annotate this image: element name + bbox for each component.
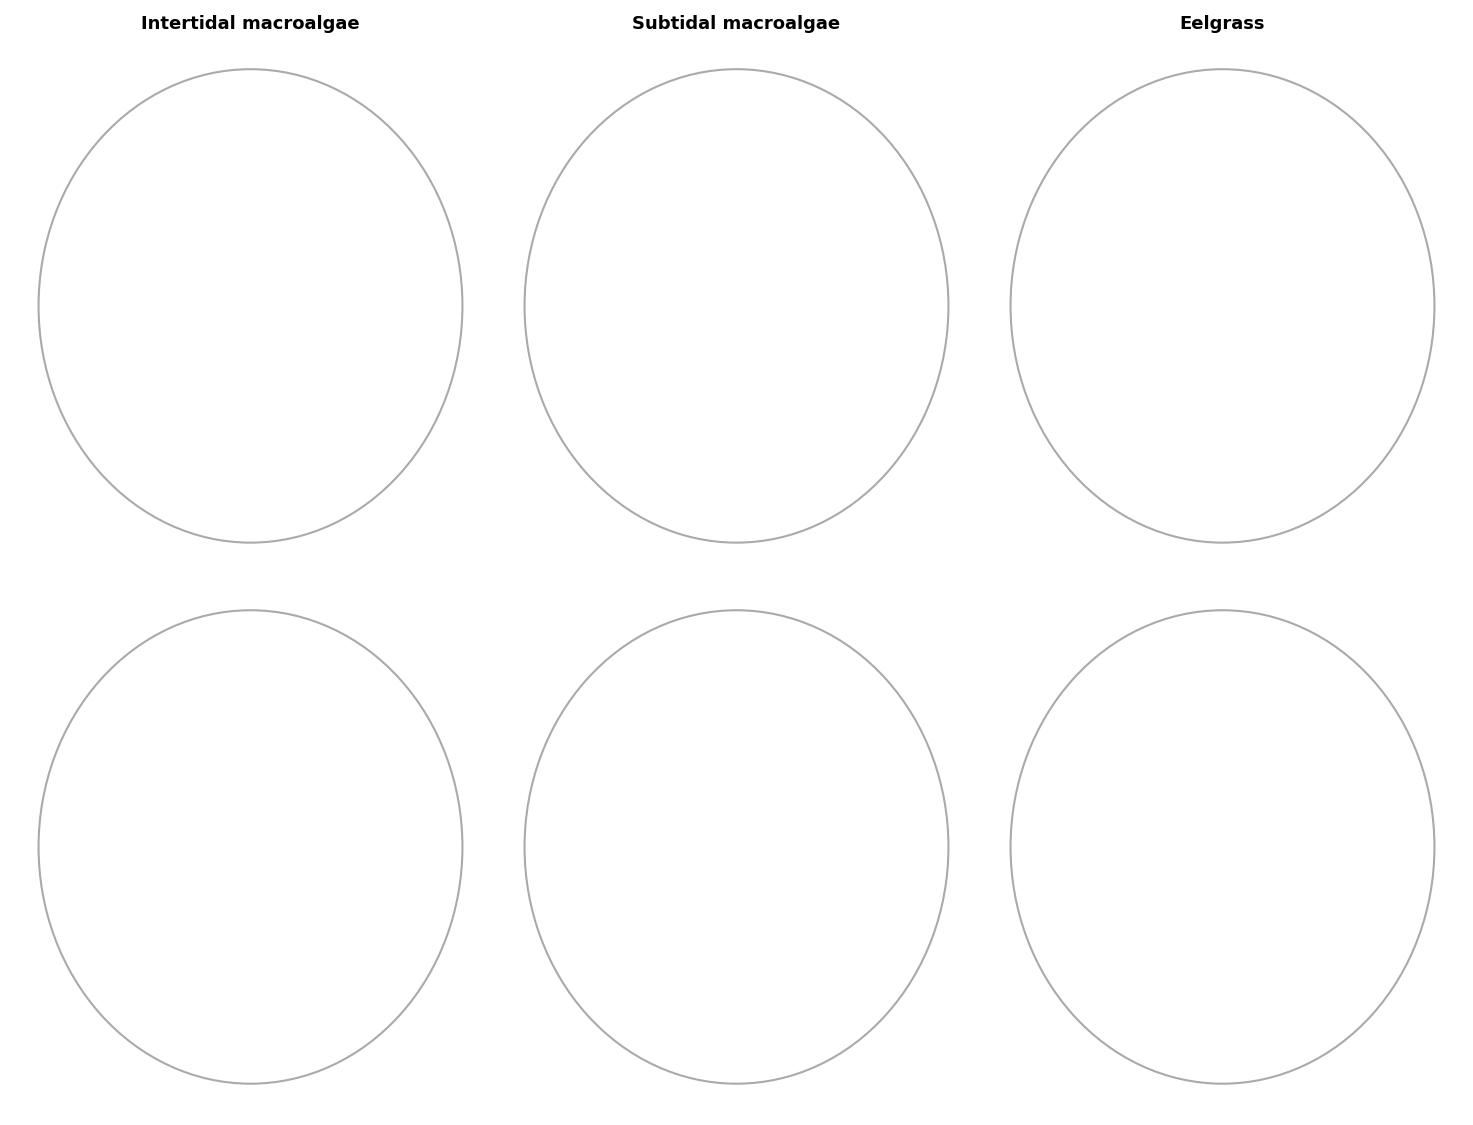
Title: Subtidal macroalgae: Subtidal macroalgae — [632, 15, 841, 33]
Circle shape — [1010, 610, 1435, 1083]
Circle shape — [38, 70, 463, 542]
Circle shape — [38, 610, 463, 1083]
Circle shape — [1010, 70, 1435, 542]
Circle shape — [524, 70, 949, 542]
Title: Intertidal macroalgae: Intertidal macroalgae — [141, 15, 359, 33]
Circle shape — [524, 610, 949, 1083]
Title: Eelgrass: Eelgrass — [1180, 15, 1265, 33]
